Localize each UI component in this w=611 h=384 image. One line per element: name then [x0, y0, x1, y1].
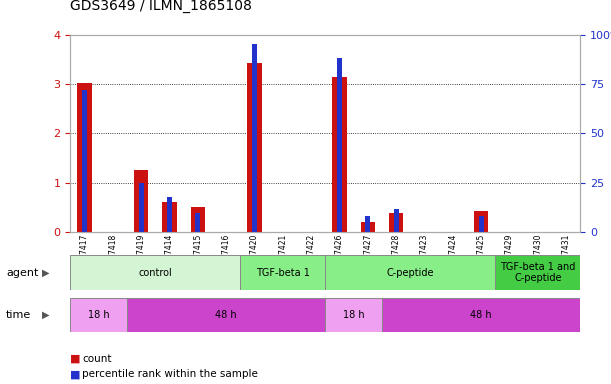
Bar [389, 213, 403, 232]
Bar [496, 255, 580, 290]
Text: time: time [6, 310, 31, 320]
Text: control: control [139, 268, 172, 278]
Bar [70, 298, 127, 332]
Bar [252, 45, 257, 232]
Bar [393, 209, 399, 232]
Bar [365, 217, 370, 232]
Bar [325, 255, 496, 290]
Bar [191, 207, 205, 232]
Bar [139, 183, 144, 232]
Text: GDS3649 / ILMN_1865108: GDS3649 / ILMN_1865108 [70, 0, 252, 13]
Bar [325, 298, 382, 332]
Text: count: count [82, 354, 112, 364]
Text: percentile rank within the sample: percentile rank within the sample [82, 369, 258, 379]
Bar [360, 222, 375, 232]
Bar [70, 255, 240, 290]
Bar [196, 213, 200, 232]
Text: ■: ■ [70, 354, 81, 364]
Bar [332, 76, 346, 232]
Bar [337, 58, 342, 232]
Text: ■: ■ [70, 369, 81, 379]
Bar [240, 255, 325, 290]
Text: 48 h: 48 h [215, 310, 237, 320]
Bar [163, 202, 177, 232]
Bar [247, 63, 262, 232]
Text: agent: agent [6, 268, 38, 278]
Bar [167, 197, 172, 232]
Text: ▶: ▶ [42, 268, 49, 278]
Bar [127, 298, 325, 332]
Bar [479, 217, 484, 232]
Bar [78, 83, 92, 232]
Text: TGF-beta 1: TGF-beta 1 [256, 268, 310, 278]
Text: 18 h: 18 h [343, 310, 365, 320]
Text: 48 h: 48 h [470, 310, 492, 320]
Text: 18 h: 18 h [88, 310, 109, 320]
Bar [474, 211, 488, 232]
Text: TGF-beta 1 and
C-peptide: TGF-beta 1 and C-peptide [500, 262, 576, 283]
Text: ▶: ▶ [42, 310, 49, 320]
Bar [82, 90, 87, 232]
Text: C-peptide: C-peptide [387, 268, 434, 278]
Bar [134, 169, 148, 232]
Bar [382, 298, 580, 332]
